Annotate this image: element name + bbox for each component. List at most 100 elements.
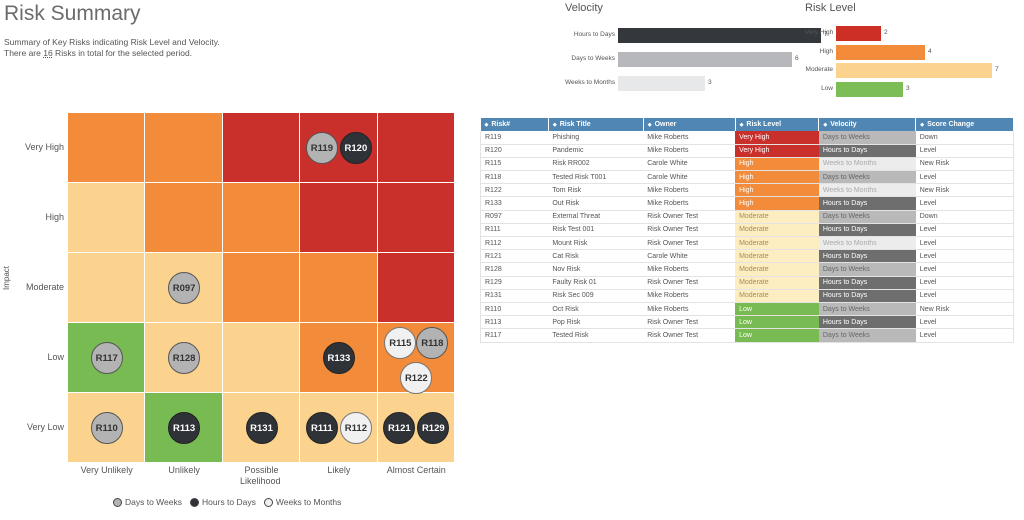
bar[interactable]	[836, 26, 881, 41]
column-header-score-change[interactable]: ◆ Score Change	[915, 118, 1014, 131]
column-header-risk[interactable]: ◆ Risk#	[480, 118, 549, 131]
x-axis-title: Likelihood	[240, 476, 281, 486]
table-row[interactable]: R119 Phishing Mike Roberts Very High Days to…	[480, 131, 1014, 145]
table-row[interactable]: R129 Faulty Risk 01 Risk Owner Test Moderat…	[480, 276, 1014, 290]
likelihood-label-very-unlikely: Very Unlikely	[80, 465, 133, 475]
column-header-velocity[interactable]: ◆ Velocity	[818, 118, 917, 131]
matrix-cell-very-high-very-unlikely[interactable]	[68, 113, 146, 183]
matrix-cell-high-unlikely[interactable]	[145, 183, 223, 253]
table-cell-owner: Risk Owner Test	[643, 210, 736, 224]
bar[interactable]	[618, 52, 792, 67]
table-row[interactable]: R097 External Threat Risk Owner Test Modera…	[480, 210, 1014, 224]
summary-line-1: Summary of Key Risks indicating Risk Lev…	[4, 37, 220, 47]
table-row[interactable]: R128 Nov Risk Mike Roberts Moderate Days to …	[480, 262, 1014, 277]
risk-bubble-r122[interactable]: R122	[400, 362, 433, 394]
risk-bubble-r119[interactable]: R119	[305, 132, 338, 164]
column-header-owner[interactable]: ◆ Owner	[643, 118, 736, 131]
table-cell-risk-title: Faulty Risk 01	[548, 276, 644, 290]
matrix-cell-high-almost-certain[interactable]	[377, 183, 455, 253]
bar[interactable]	[836, 81, 903, 97]
matrix-cell-very-high-possible[interactable]	[222, 113, 301, 183]
table-cell-risk-level: High	[735, 196, 819, 211]
bar-row-low: Low 3	[805, 81, 1020, 97]
matrix-cell-moderate-likely[interactable]	[300, 253, 378, 323]
table-cell-velocity: Hours to Days	[818, 144, 916, 158]
table-row[interactable]: R121 Cat Risk Carole White Moderate Hours to…	[480, 249, 1014, 264]
table-cell-risk-title: Tested Risk T001	[548, 170, 644, 185]
table-row[interactable]: R118 Tested Risk T001 Carole White High Days…	[480, 170, 1014, 185]
table-row[interactable]: R113 Pop Risk Risk Owner Test Low Hours to D…	[480, 315, 1014, 330]
legend-dot-icon	[113, 497, 122, 507]
bar-value: 7	[824, 31, 828, 38]
matrix-cell-high-likely[interactable]	[300, 183, 378, 253]
table-cell-score-change: New Risk	[915, 302, 1014, 317]
table-cell-risk-level: Moderate	[735, 276, 819, 290]
risk-bubble-r111[interactable]: R111	[305, 412, 338, 444]
risk-bubble-r118[interactable]: R118	[416, 327, 449, 359]
table-row[interactable]: R120 Pandemic Mike Roberts Very High Hours t…	[480, 144, 1014, 158]
sort-icon[interactable]: ◆	[920, 122, 925, 128]
table-row[interactable]: R111 Risk Test 001 Risk Owner Test Moderate…	[480, 223, 1014, 238]
table-cell-risk-title: Risk Test 001	[548, 223, 644, 238]
legend-item-hours-to-days[interactable]: Hours to Days	[190, 497, 256, 507]
table-cell-risk: R129	[480, 276, 549, 290]
risk-bubble-r120[interactable]: R120	[339, 132, 372, 164]
table-row[interactable]: R115 Risk RR002 Carole White High Weeks to M…	[480, 157, 1014, 172]
matrix-cell-low-possible[interactable]	[222, 323, 301, 393]
risk-bubble-r117[interactable]: R117	[90, 342, 123, 374]
sort-icon[interactable]: ◆	[823, 122, 828, 128]
matrix-cell-moderate-possible[interactable]	[222, 253, 301, 323]
matrix-cell-very-high-unlikely[interactable]	[145, 113, 223, 183]
sort-icon[interactable]: ◆	[647, 122, 652, 128]
matrix-cell-moderate-almost-certain[interactable]	[377, 253, 455, 323]
risk-bubble-r131[interactable]: R131	[245, 412, 278, 444]
legend-item-days-to-weeks[interactable]: Days to Weeks	[113, 497, 182, 507]
table-cell-velocity: Days to Weeks	[818, 262, 916, 277]
sort-icon[interactable]: ◆	[552, 122, 557, 128]
matrix-cell-moderate-very-unlikely[interactable]	[68, 253, 146, 323]
sort-icon[interactable]: ◆	[484, 122, 489, 128]
risk-bubble-r097[interactable]: R097	[168, 272, 201, 304]
risk-bubble-r129[interactable]: R129	[417, 412, 450, 444]
matrix-cell-high-very-unlikely[interactable]	[68, 183, 146, 253]
column-header-risk-title[interactable]: ◆ Risk Title	[548, 118, 644, 131]
matrix-cell-very-high-almost-certain[interactable]	[377, 113, 455, 183]
risk-bubble-r110[interactable]: R110	[90, 412, 123, 444]
table-cell-score-change: Level	[915, 289, 1014, 303]
risk-bubble-r133[interactable]: R133	[322, 342, 355, 374]
table-cell-risk: R128	[480, 262, 549, 277]
column-header-label: Owner	[654, 121, 677, 128]
bar[interactable]	[836, 44, 925, 60]
risk-count[interactable]: 16	[43, 48, 53, 58]
risk-bubble-r113[interactable]: R113	[168, 412, 201, 444]
table-row[interactable]: R122 Tom Risk Mike Roberts High Weeks to Mon…	[480, 183, 1014, 198]
table-cell-velocity: Hours to Days	[818, 276, 916, 290]
table-row[interactable]: R131 Risk Sec 009 Mike Roberts Moderate Hour…	[480, 289, 1014, 303]
table-cell-owner: Carole White	[643, 157, 736, 172]
bar-row-weeks-to-months: Weeks to Months 3	[565, 76, 795, 91]
bar[interactable]	[618, 76, 705, 91]
table-row[interactable]: R110 Oct Risk Mike Roberts Low Days to Weeks…	[480, 302, 1014, 317]
sort-icon[interactable]: ◆	[739, 122, 744, 128]
bar[interactable]	[618, 28, 821, 43]
likelihood-label-possible: Possible	[244, 465, 279, 475]
table-row[interactable]: R117 Tested Risk Risk Owner Test Low Days to…	[480, 328, 1014, 343]
risk-bubble-r128[interactable]: R128	[168, 342, 201, 374]
column-header-label: Risk#	[491, 121, 511, 128]
table-row[interactable]: R112 Mount Risk Risk Owner Test Moderate Wee…	[480, 236, 1014, 251]
table-cell-risk: R097	[480, 210, 549, 224]
bar-label: Hours to Days	[573, 31, 615, 38]
legend-item-weeks-to-months[interactable]: Weeks to Months	[263, 497, 341, 507]
bar-value: 6	[795, 55, 799, 62]
table-cell-risk-level: Low	[735, 302, 819, 317]
table-cell-risk: R119	[480, 131, 549, 145]
table-row[interactable]: R133 Out Risk Mike Roberts High Hours to Day…	[480, 196, 1014, 211]
matrix-cell-high-possible[interactable]	[222, 183, 301, 253]
bar[interactable]	[836, 63, 992, 78]
risk-bubble-r112[interactable]: R112	[339, 412, 372, 444]
risk-bubble-r121[interactable]: R121	[383, 412, 416, 444]
risk-level-chart-title: Risk Level	[805, 2, 856, 14]
risk-bubble-r115[interactable]: R115	[384, 327, 417, 359]
legend-label: Hours to Days	[202, 497, 256, 507]
column-header-risk-level[interactable]: ◆ Risk Level	[735, 118, 820, 131]
